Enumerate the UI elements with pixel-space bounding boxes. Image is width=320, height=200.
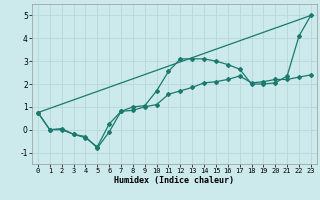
X-axis label: Humidex (Indice chaleur): Humidex (Indice chaleur) bbox=[115, 176, 234, 185]
